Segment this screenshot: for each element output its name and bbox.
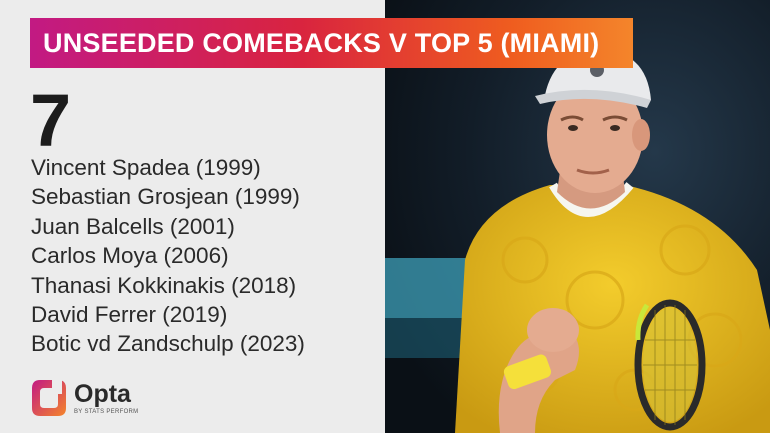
opta-tagline: BY STATS PERFORM bbox=[74, 408, 139, 415]
list-item: Carlos Moya (2006) bbox=[31, 243, 229, 269]
list-item: Botic vd Zandschulp (2023) bbox=[31, 331, 305, 357]
list-item: David Ferrer (2019) bbox=[31, 302, 228, 328]
list-item: Thanasi Kokkinakis (2018) bbox=[31, 272, 297, 298]
title-text: UNSEEDED COMEBACKS V TOP 5 (MIAMI) bbox=[43, 27, 600, 58]
comeback-count: 7 bbox=[30, 79, 72, 162]
title-banner: UNSEEDED COMEBACKS V TOP 5 (MIAMI) bbox=[30, 18, 633, 68]
left-panel bbox=[0, 0, 385, 433]
tennis-player-illustration bbox=[385, 0, 770, 433]
player-list: Vincent Spadea (1999) Sebastian Grosjean… bbox=[31, 153, 305, 359]
opta-logo-icon bbox=[32, 378, 66, 416]
player-photo bbox=[385, 0, 770, 433]
list-item: Juan Balcells (2001) bbox=[31, 213, 235, 239]
opta-logo: Opta BY STATS PERFORM bbox=[30, 378, 138, 418]
list-item: Sebastian Grosjean (1999) bbox=[31, 184, 300, 210]
list-item: Vincent Spadea (1999) bbox=[31, 155, 261, 180]
opta-wordmark: Opta bbox=[74, 379, 131, 408]
